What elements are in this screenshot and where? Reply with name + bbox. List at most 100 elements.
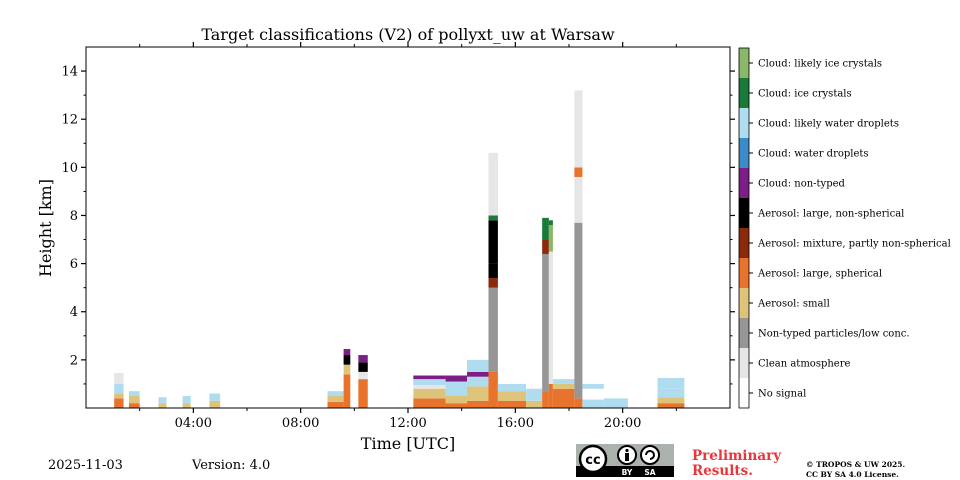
class-cell-11-5 [488,215,498,221]
plot-background [86,47,730,408]
class-cell-18-0 [582,399,604,408]
class-cell-11-1 [488,287,498,372]
y-tick-label: 12 [61,113,78,128]
class-cell-3-0 [182,403,191,408]
y-tick-label: 14 [61,65,78,80]
y-tick-label: 6 [70,257,78,272]
colorbar-swatch-7 [739,168,749,198]
colorbar-label-2: Non-typed particles/low conc. [758,329,910,340]
class-cell-17-3 [574,167,583,177]
class-cell-0-2 [114,383,124,394]
copyright-line1: © TROPOS & UW 2025. [806,460,906,469]
colorbar-label-9: Cloud: likely water droplets [758,119,899,130]
sa-share-icon [640,445,660,465]
class-cell-20-2 [657,388,685,398]
y-axis-label: Height [km] [36,179,55,277]
class-cell-1-2 [128,391,140,396]
class-cell-14-2 [542,239,549,254]
colorbar-swatch-9 [739,108,749,138]
class-cell-12-1 [497,391,527,401]
class-cell-14-3 [542,217,549,240]
class-cell-7-3 [358,355,368,363]
colorbar-swatch-4 [739,258,749,288]
class-cell-3-1 [182,395,191,404]
class-cell-9-3 [445,375,468,382]
preliminary-notice: Preliminary Results. [692,449,781,479]
plot-area [86,47,730,408]
badge-strip [576,466,674,477]
class-cell-10-3 [467,371,489,377]
class-cell-11-3 [488,263,498,279]
colorbar-swatch-10 [739,78,749,108]
class-cell-17-1 [574,222,583,399]
colorbar-swatch-6 [739,198,749,228]
colorbar-swatch-2 [739,318,749,348]
class-cell-0-1 [114,393,124,399]
class-cell-17-2 [574,176,583,223]
x-tick-label: 08:00 [282,416,319,431]
x-tick-label: 16:00 [497,416,534,431]
class-cell-10-1 [467,386,489,401]
date-label: 2025-11-03 [48,458,123,473]
class-cell-5-2 [327,391,344,396]
axes: 2 4 6 8 10 12 14 04:00 08:00 12:00 16:00 20:00 [61,42,735,431]
y-tick-label: 10 [61,161,78,176]
class-cell-0-3 [114,373,124,384]
class-cell-11-4 [488,220,498,264]
x-tick-label: 12:00 [389,416,426,431]
class-cell-17-0 [574,398,583,408]
class-cell-18-1 [582,383,604,389]
colorbar-frame [738,47,750,409]
colorbar-swatch-1 [739,348,749,378]
badge-by-text: BY [622,468,633,477]
class-cell-9-0 [445,403,468,408]
class-cell-11-2 [488,278,498,288]
x-tick-label: 20:00 [604,416,641,431]
class-cell-8-4 [413,375,446,380]
class-cell-10-0 [467,400,489,408]
class-cell-6-1 [343,364,351,375]
class-cell-16-0 [552,388,575,408]
colorbar-label-0: No signal [758,389,806,400]
class-cell-15-3 [548,220,553,226]
colorbar-legend: No signal Clean atmosphere Non-typed parti… [738,47,951,409]
colorbar-label-1: Clean atmosphere [758,359,851,370]
class-cell-6-3 [343,349,351,356]
cc-circle-icon [578,444,608,474]
class-cell-16-1 [552,383,575,389]
class-cell-2-1 [158,397,167,404]
copyright-notice: © TROPOS & UW 2025. CC BY SA 4.0 License… [806,460,905,480]
class-cell-12-2 [497,383,527,392]
class-cell-11-6 [488,152,498,216]
colorbar-swatch-5 [739,228,749,258]
class-cell-4-1 [209,393,221,401]
class-cell-15-0 [548,383,553,408]
x-tick-label: 04:00 [175,416,212,431]
class-cell-9-1 [445,395,468,404]
preliminary-line2: Results. [692,463,753,479]
person-head-icon [625,448,629,453]
colorbar-swatch-0 [739,378,749,408]
x-axis-label: Time [UTC] [361,434,455,453]
chart-title: Target classifications (V2) of pollyxt_u… [201,25,615,44]
class-cell-20-1 [657,397,685,404]
class-cell-8-3 [413,379,446,386]
class-cell-4-0 [209,400,221,408]
class-cell-6-2 [343,355,351,365]
badge-cc-text: cc [585,453,600,468]
class-cell-10-4 [467,359,489,372]
colorbar-label-3: Aerosol: small [757,299,830,310]
class-cell-10-2 [467,376,489,387]
class-cell-13-1 [526,388,543,401]
colorbar-label-8: Cloud: water droplets [758,149,869,160]
badge-sa-text: SA [644,468,655,477]
class-cell-1-0 [128,403,140,408]
class-cell-20-0 [657,403,685,408]
class-cell-11-0 [488,371,498,408]
colorbar-swatch-3 [739,288,749,318]
class-cell-8-0 [413,398,446,408]
class-cell-12-0 [497,400,527,408]
class-cell-13-0 [526,400,543,408]
colorbar-swatch-8 [739,138,749,168]
